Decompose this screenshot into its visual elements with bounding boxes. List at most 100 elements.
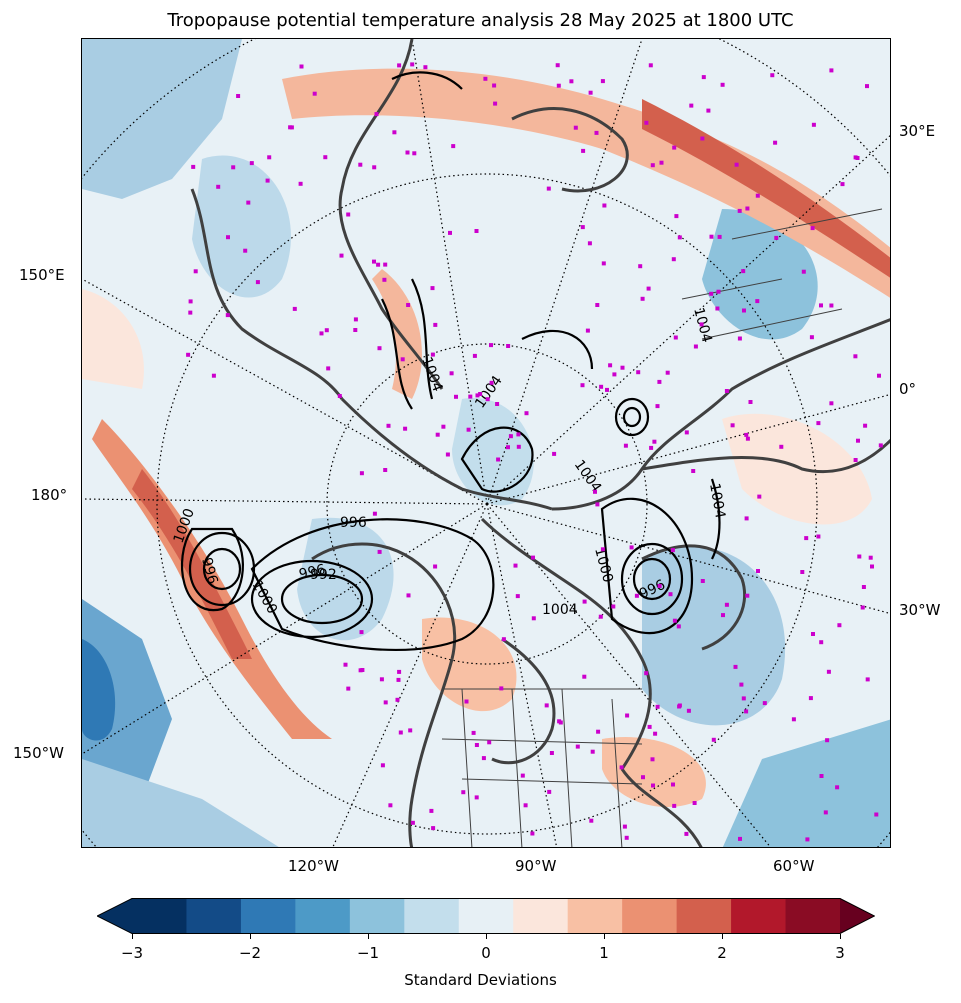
station-marker bbox=[840, 182, 845, 187]
station-marker bbox=[474, 743, 479, 747]
station-marker bbox=[292, 306, 297, 311]
station-marker bbox=[343, 662, 348, 667]
colorbar-tick bbox=[368, 934, 369, 939]
station-marker bbox=[392, 130, 397, 135]
colorbar-tick bbox=[604, 934, 605, 939]
colorbar-cell bbox=[404, 898, 460, 934]
station-marker bbox=[636, 370, 641, 375]
colorbar-tick bbox=[840, 934, 841, 939]
station-marker bbox=[611, 604, 616, 609]
colorbar-outline bbox=[97, 898, 875, 934]
station-marker bbox=[594, 130, 599, 135]
map-canvas: 1004 1004 1004 1004 1000 1000 1000 996 9… bbox=[82, 39, 890, 847]
station-marker bbox=[741, 696, 746, 701]
station-marker bbox=[472, 353, 477, 358]
station-marker bbox=[593, 489, 597, 494]
station-marker bbox=[530, 831, 535, 836]
station-marker bbox=[612, 372, 617, 377]
station-marker bbox=[193, 269, 198, 274]
station-marker bbox=[408, 728, 413, 733]
station-marker bbox=[326, 366, 331, 371]
station-marker bbox=[721, 613, 725, 618]
station-marker bbox=[644, 671, 649, 676]
station-marker bbox=[451, 144, 456, 149]
station-marker bbox=[474, 795, 479, 800]
station-marker bbox=[581, 148, 586, 153]
station-marker bbox=[288, 125, 293, 130]
station-marker bbox=[454, 394, 458, 399]
station-marker bbox=[829, 303, 834, 308]
station-marker bbox=[816, 421, 821, 426]
positive-anomaly-region bbox=[422, 617, 517, 712]
lon-label-right: 30°E bbox=[899, 122, 936, 140]
station-marker bbox=[587, 241, 592, 246]
station-marker bbox=[860, 605, 865, 610]
station-marker bbox=[376, 262, 381, 267]
station-marker bbox=[520, 773, 525, 778]
negative-anomaly-region bbox=[642, 546, 786, 726]
colorbar-tick-label: −3 bbox=[120, 944, 144, 962]
station-marker bbox=[372, 511, 377, 516]
station-marker bbox=[380, 763, 385, 768]
station-marker bbox=[684, 430, 689, 435]
station-marker bbox=[582, 674, 587, 679]
station-marker bbox=[622, 824, 627, 829]
station-marker bbox=[555, 63, 560, 68]
station-marker bbox=[433, 564, 438, 569]
station-marker bbox=[700, 579, 705, 583]
station-marker bbox=[648, 63, 653, 68]
station-marker bbox=[651, 783, 655, 788]
station-marker bbox=[671, 257, 676, 262]
station-marker bbox=[485, 397, 490, 402]
isobar-label: 996 bbox=[340, 515, 367, 531]
station-marker bbox=[298, 181, 303, 186]
colorbar-tick-label: 2 bbox=[717, 944, 727, 962]
isobar-label: 996 bbox=[298, 562, 328, 583]
station-marker bbox=[374, 112, 379, 117]
station-marker bbox=[693, 344, 698, 349]
station-marker bbox=[638, 264, 643, 269]
colorbar-tick bbox=[250, 934, 251, 939]
station-marker bbox=[312, 91, 317, 96]
station-marker bbox=[188, 310, 193, 315]
station-marker bbox=[429, 808, 434, 813]
station-marker bbox=[461, 790, 466, 795]
station-marker bbox=[216, 184, 221, 189]
station-marker bbox=[686, 708, 691, 713]
station-marker bbox=[823, 810, 828, 815]
station-marker bbox=[742, 308, 746, 313]
station-marker bbox=[677, 703, 682, 708]
station-marker bbox=[299, 64, 304, 69]
station-marker bbox=[634, 593, 639, 598]
station-marker bbox=[383, 700, 388, 705]
station-marker bbox=[372, 259, 376, 264]
station-marker bbox=[474, 229, 479, 233]
station-marker bbox=[650, 163, 655, 168]
station-marker bbox=[741, 269, 746, 274]
station-marker bbox=[324, 328, 329, 333]
lon-label-left: 150°E bbox=[19, 266, 65, 284]
station-marker bbox=[377, 346, 382, 351]
station-marker bbox=[430, 286, 435, 291]
station-marker bbox=[853, 354, 858, 359]
station-marker bbox=[382, 277, 387, 282]
map-panel[interactable]: 1004 1004 1004 1004 1000 1000 1000 996 9… bbox=[81, 38, 891, 848]
colorbar-cell bbox=[785, 898, 841, 934]
station-marker bbox=[353, 317, 358, 322]
positive-anomaly-region bbox=[602, 737, 706, 808]
station-marker bbox=[386, 423, 391, 428]
station-marker bbox=[524, 411, 529, 416]
station-marker bbox=[668, 592, 673, 597]
colorbar-cell bbox=[622, 898, 678, 934]
station-marker bbox=[863, 423, 868, 428]
station-marker bbox=[516, 432, 521, 437]
colorbar-cell bbox=[676, 898, 732, 934]
station-marker bbox=[412, 151, 417, 156]
station-marker bbox=[513, 563, 518, 568]
station-marker bbox=[657, 379, 662, 384]
station-marker bbox=[191, 164, 196, 169]
station-marker bbox=[724, 602, 729, 607]
station-marker bbox=[629, 545, 634, 550]
station-marker bbox=[829, 401, 834, 406]
station-marker bbox=[808, 696, 813, 701]
